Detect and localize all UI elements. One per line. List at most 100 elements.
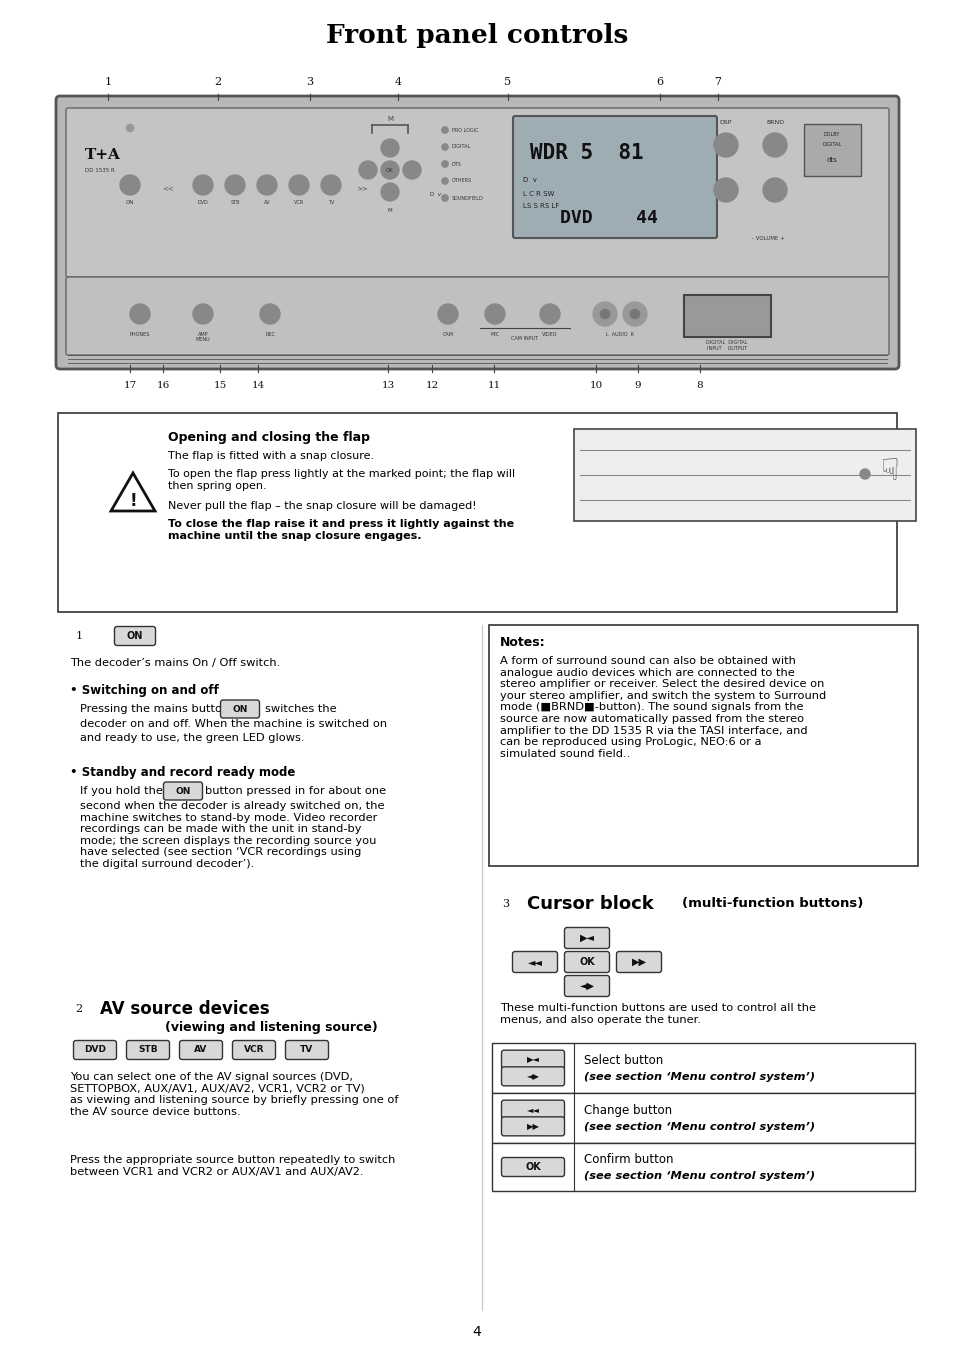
FancyBboxPatch shape [492,1143,914,1192]
Text: (see section ‘Menu control system’): (see section ‘Menu control system’) [583,1121,814,1132]
Text: DIGITAL: DIGITAL [821,142,841,147]
Circle shape [706,72,728,93]
Text: ON: ON [382,185,391,190]
Text: CAM: CAM [442,332,453,336]
Text: 2: 2 [75,1004,83,1015]
Text: ◄▶: ◄▶ [578,981,594,992]
FancyBboxPatch shape [501,1050,564,1069]
Text: 4: 4 [472,1325,481,1339]
Circle shape [358,161,376,178]
Text: OK: OK [524,1162,540,1173]
Circle shape [762,132,786,157]
Text: • Switching on and off: • Switching on and off [70,684,218,697]
FancyBboxPatch shape [114,627,155,646]
Text: and ready to use, the green LED glows.: and ready to use, the green LED glows. [80,734,304,743]
FancyBboxPatch shape [501,1067,564,1086]
Circle shape [380,182,398,201]
Text: STB: STB [138,1046,157,1055]
Circle shape [260,304,280,324]
Text: Opening and closing the flap: Opening and closing the flap [168,431,370,444]
Text: 11: 11 [487,381,500,389]
Text: Pressing the mains button: Pressing the mains button [80,704,229,713]
Circle shape [130,304,150,324]
Circle shape [495,893,517,915]
Text: L  AUDIO  R: L AUDIO R [605,332,634,336]
Circle shape [713,132,738,157]
Text: TV: TV [328,200,334,205]
Text: 16: 16 [156,381,170,389]
Circle shape [420,374,442,396]
Text: L C R SW: L C R SW [522,190,554,197]
FancyBboxPatch shape [66,277,888,355]
FancyBboxPatch shape [512,951,557,973]
Circle shape [209,374,231,396]
FancyBboxPatch shape [501,1117,564,1136]
Circle shape [289,176,309,195]
Text: Select button: Select button [583,1054,662,1067]
Circle shape [120,176,140,195]
Text: STB: STB [230,200,239,205]
Text: MIC: MIC [490,332,499,336]
Text: 12: 12 [425,381,438,389]
FancyBboxPatch shape [574,430,915,521]
Text: AMP
MENU: AMP MENU [195,332,210,342]
Text: M: M [387,208,392,212]
Text: 10: 10 [589,381,602,389]
Circle shape [648,72,670,93]
Text: Cursor block: Cursor block [526,894,653,913]
Circle shape [859,469,869,480]
Text: AV source devices: AV source devices [100,1000,270,1019]
Text: A form of surround sound can also be obtained with
analogue audio devices which : A form of surround sound can also be obt… [499,657,825,759]
Circle shape [713,178,738,203]
Text: (viewing and listening source): (viewing and listening source) [165,1021,377,1035]
FancyBboxPatch shape [56,96,898,369]
Circle shape [584,374,606,396]
Circle shape [387,72,409,93]
Text: 6: 6 [656,77,663,86]
Text: Never pull the flap – the snap closure will be damaged!: Never pull the flap – the snap closure w… [168,501,476,511]
Text: DOLBY: DOLBY [823,132,840,138]
Circle shape [193,176,213,195]
Text: Confirm button: Confirm button [583,1154,673,1166]
Circle shape [441,161,448,168]
Text: These multi-function buttons are used to control all the
menus, and also operate: These multi-function buttons are used to… [499,1002,815,1024]
Circle shape [68,626,90,647]
Circle shape [376,374,398,396]
FancyBboxPatch shape [66,108,888,277]
Circle shape [441,177,448,185]
Circle shape [402,161,420,178]
Text: 1: 1 [104,77,112,86]
Text: >>: >> [355,185,368,190]
Circle shape [193,304,213,324]
FancyBboxPatch shape [564,951,609,973]
Text: T+A: T+A [85,149,121,162]
Text: REC: REC [265,332,274,336]
FancyBboxPatch shape [501,1100,564,1119]
Text: ☟: ☟ [880,458,899,486]
Text: 3: 3 [306,77,314,86]
FancyBboxPatch shape [513,116,717,238]
Text: The flap is fitted with a snap closure.: The flap is fitted with a snap closure. [168,451,374,461]
Text: 7: 7 [714,77,720,86]
Text: 13: 13 [381,381,395,389]
FancyBboxPatch shape [285,1040,328,1059]
Text: 9: 9 [634,381,640,389]
Text: 5: 5 [504,77,511,86]
Text: (multi-function buttons): (multi-function buttons) [681,897,862,911]
Circle shape [152,374,173,396]
Text: TV: TV [300,1046,314,1055]
Text: - VOLUME +: - VOLUME + [751,235,784,240]
Text: decoder on and off. When the machine is switched on: decoder on and off. When the machine is … [80,719,387,730]
FancyBboxPatch shape [564,928,609,948]
Text: DVD    44: DVD 44 [559,209,658,227]
Text: OK: OK [578,957,595,967]
Text: ON: ON [233,704,248,713]
Circle shape [626,374,648,396]
Text: LS S RS LF: LS S RS LF [522,203,558,209]
Text: D  v: D v [522,177,537,182]
Text: ON: ON [126,200,134,205]
Text: DSP: DSP [720,119,731,124]
Circle shape [482,374,504,396]
FancyBboxPatch shape [233,1040,275,1059]
Circle shape [441,127,448,134]
